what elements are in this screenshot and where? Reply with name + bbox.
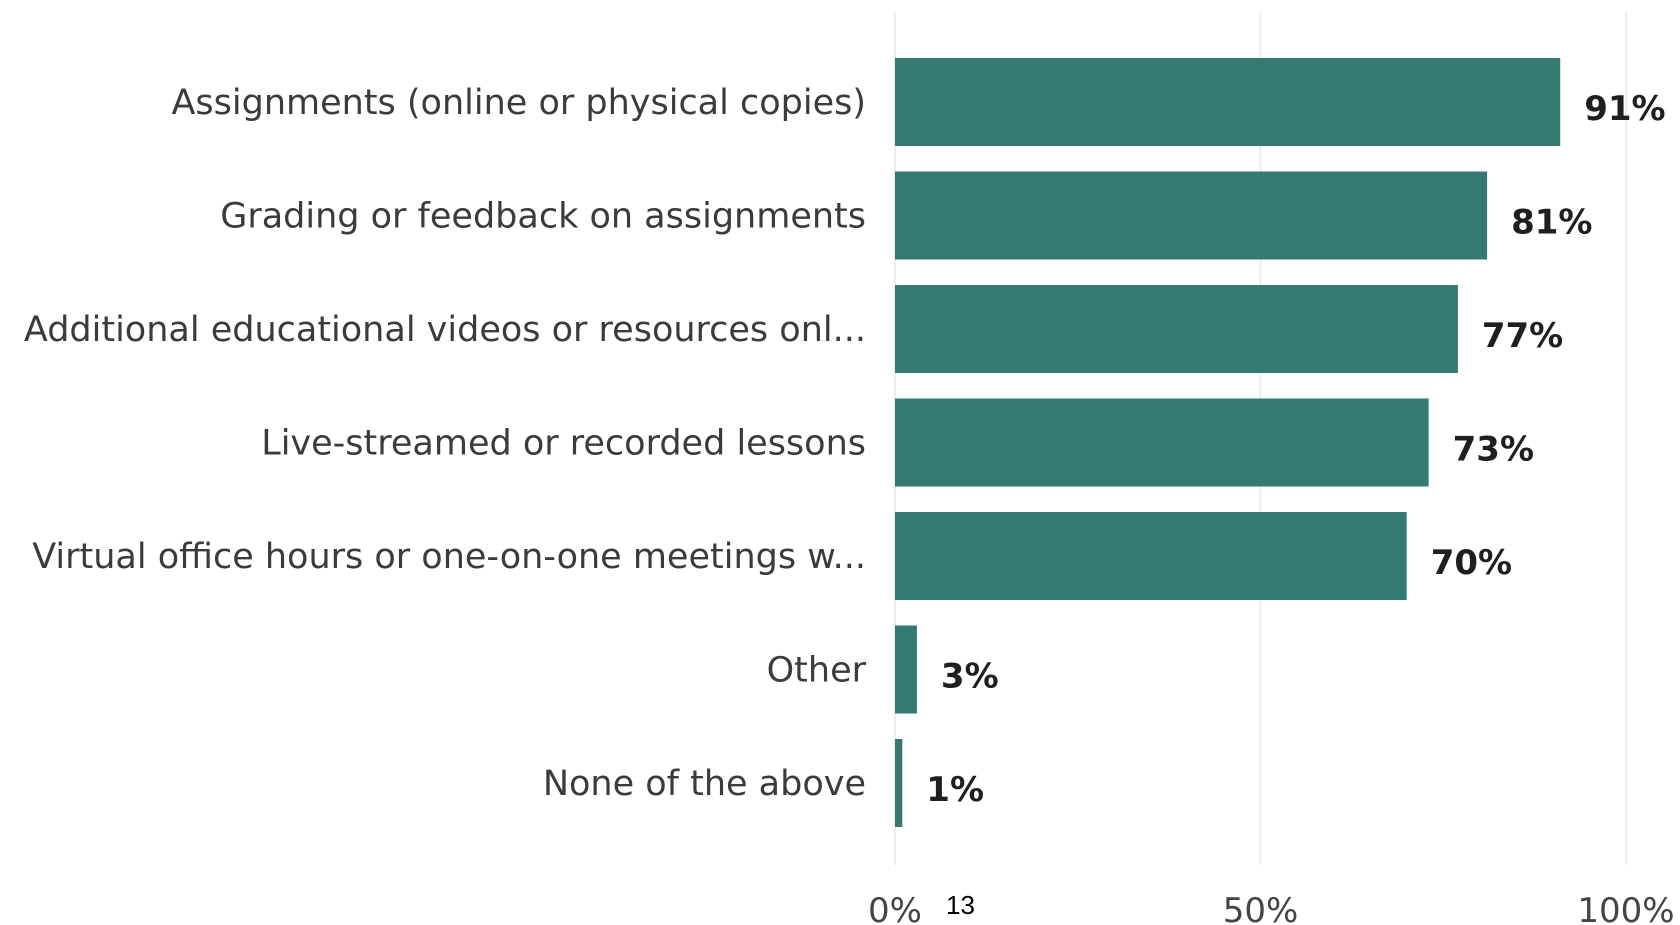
bar <box>895 739 903 827</box>
data-label: 70% <box>1431 543 1512 583</box>
category-label: Live-streamed or recorded lessons <box>261 424 866 464</box>
data-label: 1% <box>926 770 984 810</box>
category-label: Assignments (online or physical copies) <box>171 83 866 123</box>
data-label: 77% <box>1482 316 1563 356</box>
bar <box>895 171 1488 260</box>
bar <box>895 625 917 714</box>
category-label: Virtual office hours or one-on-one meeti… <box>32 537 866 577</box>
category-label: Other <box>767 651 867 691</box>
bar <box>895 58 1561 146</box>
x-tick-label: 0% <box>868 891 922 925</box>
bar <box>895 398 1429 487</box>
data-label: 73% <box>1453 430 1534 470</box>
value-labels: 91% 81% 77% 73% 70% 3% 1% <box>926 89 1665 810</box>
page-number: 13 <box>946 890 975 920</box>
category-label: None of the above <box>543 764 866 804</box>
x-tick-label: 50% <box>1223 891 1299 925</box>
bars <box>895 58 1561 827</box>
category-label: Grading or feedback on assignments <box>220 197 866 237</box>
category-labels: Assignments (online or physical copies) G… <box>24 83 867 804</box>
category-label: Additional educational videos or resourc… <box>24 310 866 350</box>
data-label: 81% <box>1511 203 1592 243</box>
data-label: 91% <box>1584 89 1665 129</box>
x-axis-ticks: 0% 50% 100% <box>868 891 1675 925</box>
x-tick-label: 100% <box>1577 891 1674 925</box>
bar <box>895 285 1458 373</box>
bar <box>895 512 1407 600</box>
data-label: 3% <box>941 657 999 697</box>
